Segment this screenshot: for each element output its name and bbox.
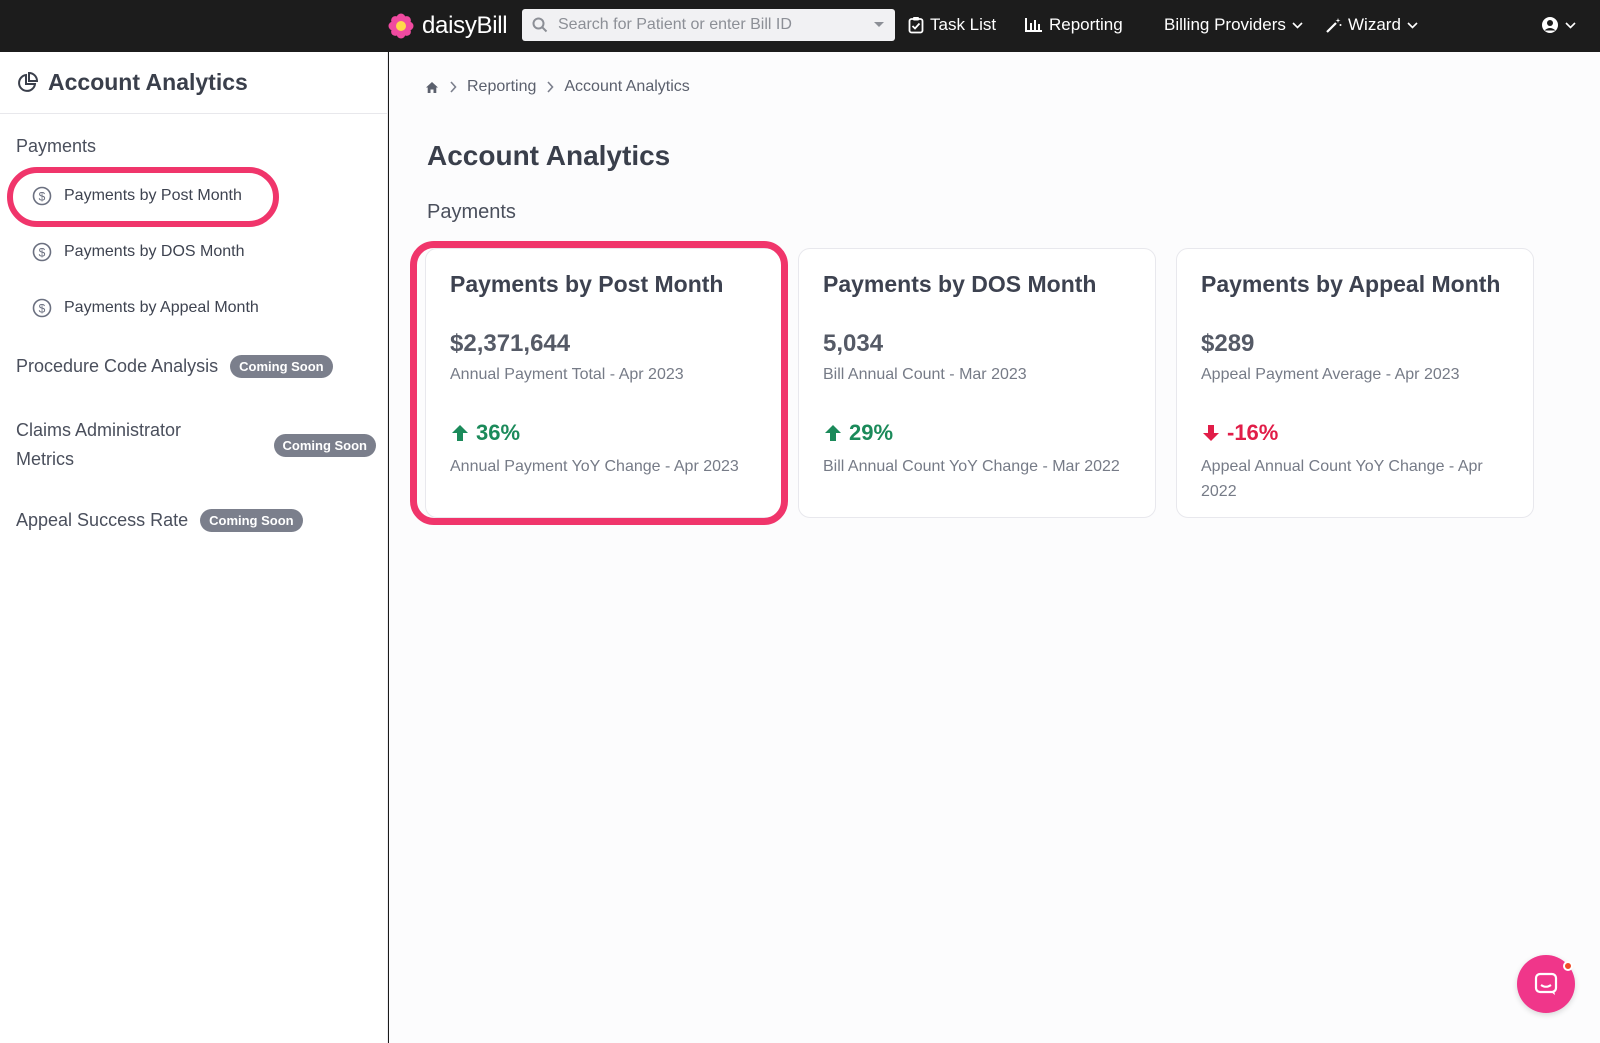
coming-soon-badge: Coming Soon bbox=[273, 433, 376, 457]
sidebar-item-payments-by-post-month[interactable]: $ Payments by Post Month bbox=[32, 186, 242, 206]
chevron-right-icon bbox=[450, 81, 457, 93]
svg-text:$: $ bbox=[39, 302, 46, 316]
chevron-down-icon bbox=[1292, 21, 1303, 29]
breadcrumb-reporting[interactable]: Reporting bbox=[467, 78, 537, 95]
card-change-label: Appeal Annual Count YoY Change - Apr 202… bbox=[1201, 458, 1483, 500]
brand-name: daisyBill bbox=[422, 12, 508, 39]
card-change: -16% bbox=[1201, 420, 1509, 446]
nav-label: Billing Providers bbox=[1164, 15, 1286, 34]
top-navbar: daisyBill Task List Reporting Billing bbox=[0, 0, 1600, 52]
sidebar-item-label: Payments by Appeal Month bbox=[64, 299, 259, 316]
coming-soon-badge: Coming Soon bbox=[230, 355, 333, 378]
group-label-line-1: Claims Administrator bbox=[16, 420, 182, 440]
card-payments-by-dos-month[interactable]: Payments by DOS Month 5,034 Bill Annual … bbox=[798, 248, 1156, 518]
sidebar-item-label: Payments by Post Month bbox=[64, 187, 242, 204]
highlight-annotation bbox=[7, 167, 279, 227]
chevron-right-icon bbox=[547, 81, 554, 93]
card-value: $289 bbox=[1201, 330, 1255, 357]
nav-label: Reporting bbox=[1049, 15, 1123, 34]
card-change-value: 36% bbox=[476, 420, 521, 445]
chevron-down-icon bbox=[1407, 21, 1418, 29]
arrow-down-icon bbox=[1203, 425, 1219, 441]
arrow-up-icon bbox=[452, 425, 468, 441]
search-bar[interactable] bbox=[522, 9, 895, 41]
card-change: 29% bbox=[823, 420, 1131, 446]
sidebar: Account Analytics Payments $ Payments by… bbox=[0, 52, 388, 1043]
search-input[interactable] bbox=[558, 16, 873, 34]
chevron-down-icon bbox=[1565, 21, 1576, 29]
home-icon[interactable] bbox=[425, 81, 439, 94]
dollar-circle-icon: $ bbox=[32, 242, 52, 262]
card-value-label: Bill Annual Count - Mar 2023 bbox=[823, 366, 1027, 383]
clipboard-check-icon bbox=[908, 17, 924, 34]
magic-wand-icon bbox=[1326, 17, 1342, 33]
sidebar-section-payments: Payments bbox=[16, 136, 97, 156]
card-title: Payments by DOS Month bbox=[823, 271, 1097, 297]
sidebar-item-label: Payments by DOS Month bbox=[64, 243, 245, 260]
search-icon bbox=[532, 17, 548, 33]
chat-icon bbox=[1534, 972, 1558, 995]
breadcrumb: Reporting Account Analytics bbox=[425, 78, 690, 96]
caret-down-icon[interactable] bbox=[873, 21, 885, 29]
brand-logo[interactable]: daisyBill bbox=[388, 10, 508, 42]
arrow-up-icon bbox=[825, 425, 841, 441]
card-value: $2,371,644 bbox=[450, 330, 571, 357]
card-change-value: -16% bbox=[1227, 420, 1279, 445]
card-payments-by-post-month[interactable]: Payments by Post Month $2,371,644 Annual… bbox=[425, 248, 783, 518]
nav-label: Wizard bbox=[1348, 15, 1401, 34]
sidebar-group-claims-administrator-metrics: Claims Administrator Metrics Coming Soon bbox=[16, 416, 376, 474]
dollar-circle-icon: $ bbox=[32, 298, 52, 318]
pie-chart-icon bbox=[18, 71, 38, 92]
nav-wizard[interactable]: Wizard bbox=[1325, 0, 1418, 50]
card-change-label: Bill Annual Count YoY Change - Mar 2022 bbox=[823, 458, 1120, 475]
card-change: 36% bbox=[450, 420, 758, 446]
svg-text:$: $ bbox=[39, 190, 46, 204]
sidebar-group-procedure-code-analysis: Procedure Code Analysis Coming Soon bbox=[16, 355, 333, 378]
coming-soon-badge: Coming Soon bbox=[200, 509, 303, 532]
sidebar-header: Account Analytics bbox=[0, 52, 387, 114]
card-value-label: Annual Payment Total - Apr 2023 bbox=[450, 366, 684, 383]
nav-billing-providers[interactable]: Billing Providers bbox=[1164, 0, 1303, 50]
sidebar-group-appeal-success-rate: Appeal Success Rate Coming Soon bbox=[16, 509, 303, 532]
section-title: Payments bbox=[427, 201, 516, 223]
user-circle-icon bbox=[1542, 17, 1558, 33]
bar-chart-icon bbox=[1025, 18, 1042, 32]
breadcrumb-account-analytics: Account Analytics bbox=[564, 78, 690, 95]
card-title: Payments by Appeal Month bbox=[1201, 271, 1501, 297]
sidebar-item-payments-by-appeal-month[interactable]: $ Payments by Appeal Month bbox=[32, 298, 259, 318]
nav-reporting[interactable]: Reporting bbox=[1024, 0, 1123, 50]
user-menu[interactable] bbox=[1541, 0, 1576, 50]
svg-text:$: $ bbox=[39, 246, 46, 260]
group-label: Procedure Code Analysis bbox=[16, 356, 219, 376]
nav-task-list[interactable]: Task List bbox=[908, 0, 996, 50]
card-payments-by-appeal-month[interactable]: Payments by Appeal Month $289 Appeal Pay… bbox=[1176, 248, 1534, 518]
nav-label: Task List bbox=[930, 15, 997, 34]
card-change-value: 29% bbox=[849, 420, 894, 445]
group-label-line-2: Metrics bbox=[16, 449, 74, 469]
card-value: 5,034 bbox=[823, 330, 884, 357]
page-title: Account Analytics bbox=[427, 140, 671, 171]
group-label: Appeal Success Rate bbox=[16, 510, 189, 530]
main-content: Reporting Account Analytics Account Anal… bbox=[389, 52, 1600, 1043]
highlight-annotation bbox=[410, 241, 788, 525]
card-change-label: Annual Payment YoY Change - Apr 2023 bbox=[450, 458, 739, 475]
notification-dot bbox=[1563, 961, 1573, 971]
daisy-icon bbox=[388, 13, 414, 39]
group-label: Claims Administrator Metrics bbox=[16, 416, 181, 474]
sidebar-title: Account Analytics bbox=[48, 69, 248, 95]
card-value-label: Appeal Payment Average - Apr 2023 bbox=[1201, 366, 1460, 383]
card-title: Payments by Post Month bbox=[450, 271, 724, 297]
sidebar-item-payments-by-dos-month[interactable]: $ Payments by DOS Month bbox=[32, 242, 245, 262]
